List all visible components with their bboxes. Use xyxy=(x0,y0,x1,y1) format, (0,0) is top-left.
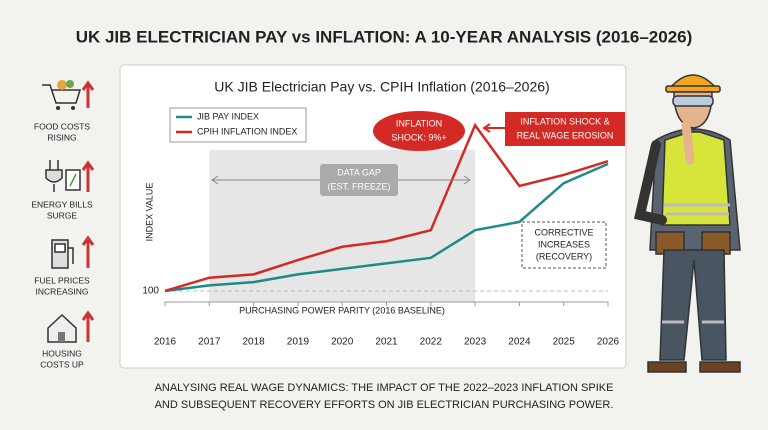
annotation: DATA GAP xyxy=(337,167,381,177)
sidebar: FOOD COSTS RISING ENERGY BILLS SURGE FUE… xyxy=(31,80,95,369)
x-tick-label: 2023 xyxy=(464,337,487,348)
sidebar-label: FUEL PRICES xyxy=(34,275,90,285)
gap-box xyxy=(320,164,398,196)
sidebar-label: FOOD COSTS xyxy=(34,121,91,131)
fuel-icon xyxy=(51,235,95,269)
sidebar-label: RISING xyxy=(47,132,76,142)
recovery-box xyxy=(521,221,607,269)
housing-icon xyxy=(47,310,95,343)
sidebar-label: ENERGY BILLS xyxy=(31,199,93,209)
page-title: UK JIB ELECTRICIAN PAY vs INFLATION: A 1… xyxy=(76,27,693,46)
y-axis-label: INDEX VALUE xyxy=(144,183,154,242)
erosion-box xyxy=(505,112,625,146)
series-line xyxy=(164,162,609,293)
x-tick-label: 2020 xyxy=(331,337,354,348)
worker-illustration xyxy=(634,74,741,373)
food-icon xyxy=(42,80,95,110)
annotations: DATA GAP (EST. FREEZE) INFLATION SHOCK: … xyxy=(211,111,625,315)
x-tick-label: 2019 xyxy=(287,337,310,348)
legend-label: JIB PAY INDEX xyxy=(197,111,259,121)
x-tick-label: 2026 xyxy=(597,337,620,348)
y-tick-label: 100 xyxy=(142,286,159,297)
sidebar-label: HOUSING xyxy=(42,348,82,358)
sidebar-label: INCREASING xyxy=(36,286,89,296)
legend-label: CPIH INFLATION INDEX xyxy=(197,126,297,136)
x-tick-label: 2016 xyxy=(154,337,177,348)
annotation: REAL WAGE EROSION xyxy=(517,130,614,140)
caption: AND SUBSEQUENT RECOVERY EFFORTS ON JIB E… xyxy=(155,399,614,411)
series-line xyxy=(164,122,609,293)
shock-badge xyxy=(373,111,465,151)
annotation: INFLATION xyxy=(396,118,442,128)
annotation: (EST. FREEZE) xyxy=(327,181,390,191)
x-tick-label: 2025 xyxy=(553,337,576,348)
energy-icon xyxy=(45,160,95,192)
x-tick-label: 2018 xyxy=(242,337,265,348)
sidebar-label: SURGE xyxy=(47,210,78,220)
annotation: INCREASES xyxy=(538,239,590,249)
x-tick-label: 2022 xyxy=(420,337,443,348)
annotation: (RECOVERY) xyxy=(536,251,592,261)
x-tick-label: 2021 xyxy=(375,337,398,348)
x-tick-label: 2024 xyxy=(508,337,531,348)
annotation: PURCHASING POWER PARITY (2016 BASELINE) xyxy=(239,305,445,315)
sidebar-label: COSTS UP xyxy=(40,359,84,369)
chart-title: UK JIB Electrician Pay vs. CPIH Inflatio… xyxy=(214,79,549,95)
legend xyxy=(169,107,307,143)
annotation: CORRECTIVE xyxy=(534,227,593,237)
annotation: INFLATION SHOCK & xyxy=(520,116,609,126)
x-tick-label: 2017 xyxy=(198,337,221,348)
shock-arrow xyxy=(482,123,505,133)
annotation: SHOCK: 9%+ xyxy=(391,132,446,142)
caption: ANALYSING REAL WAGE DYNAMICS: THE IMPACT… xyxy=(155,382,614,394)
